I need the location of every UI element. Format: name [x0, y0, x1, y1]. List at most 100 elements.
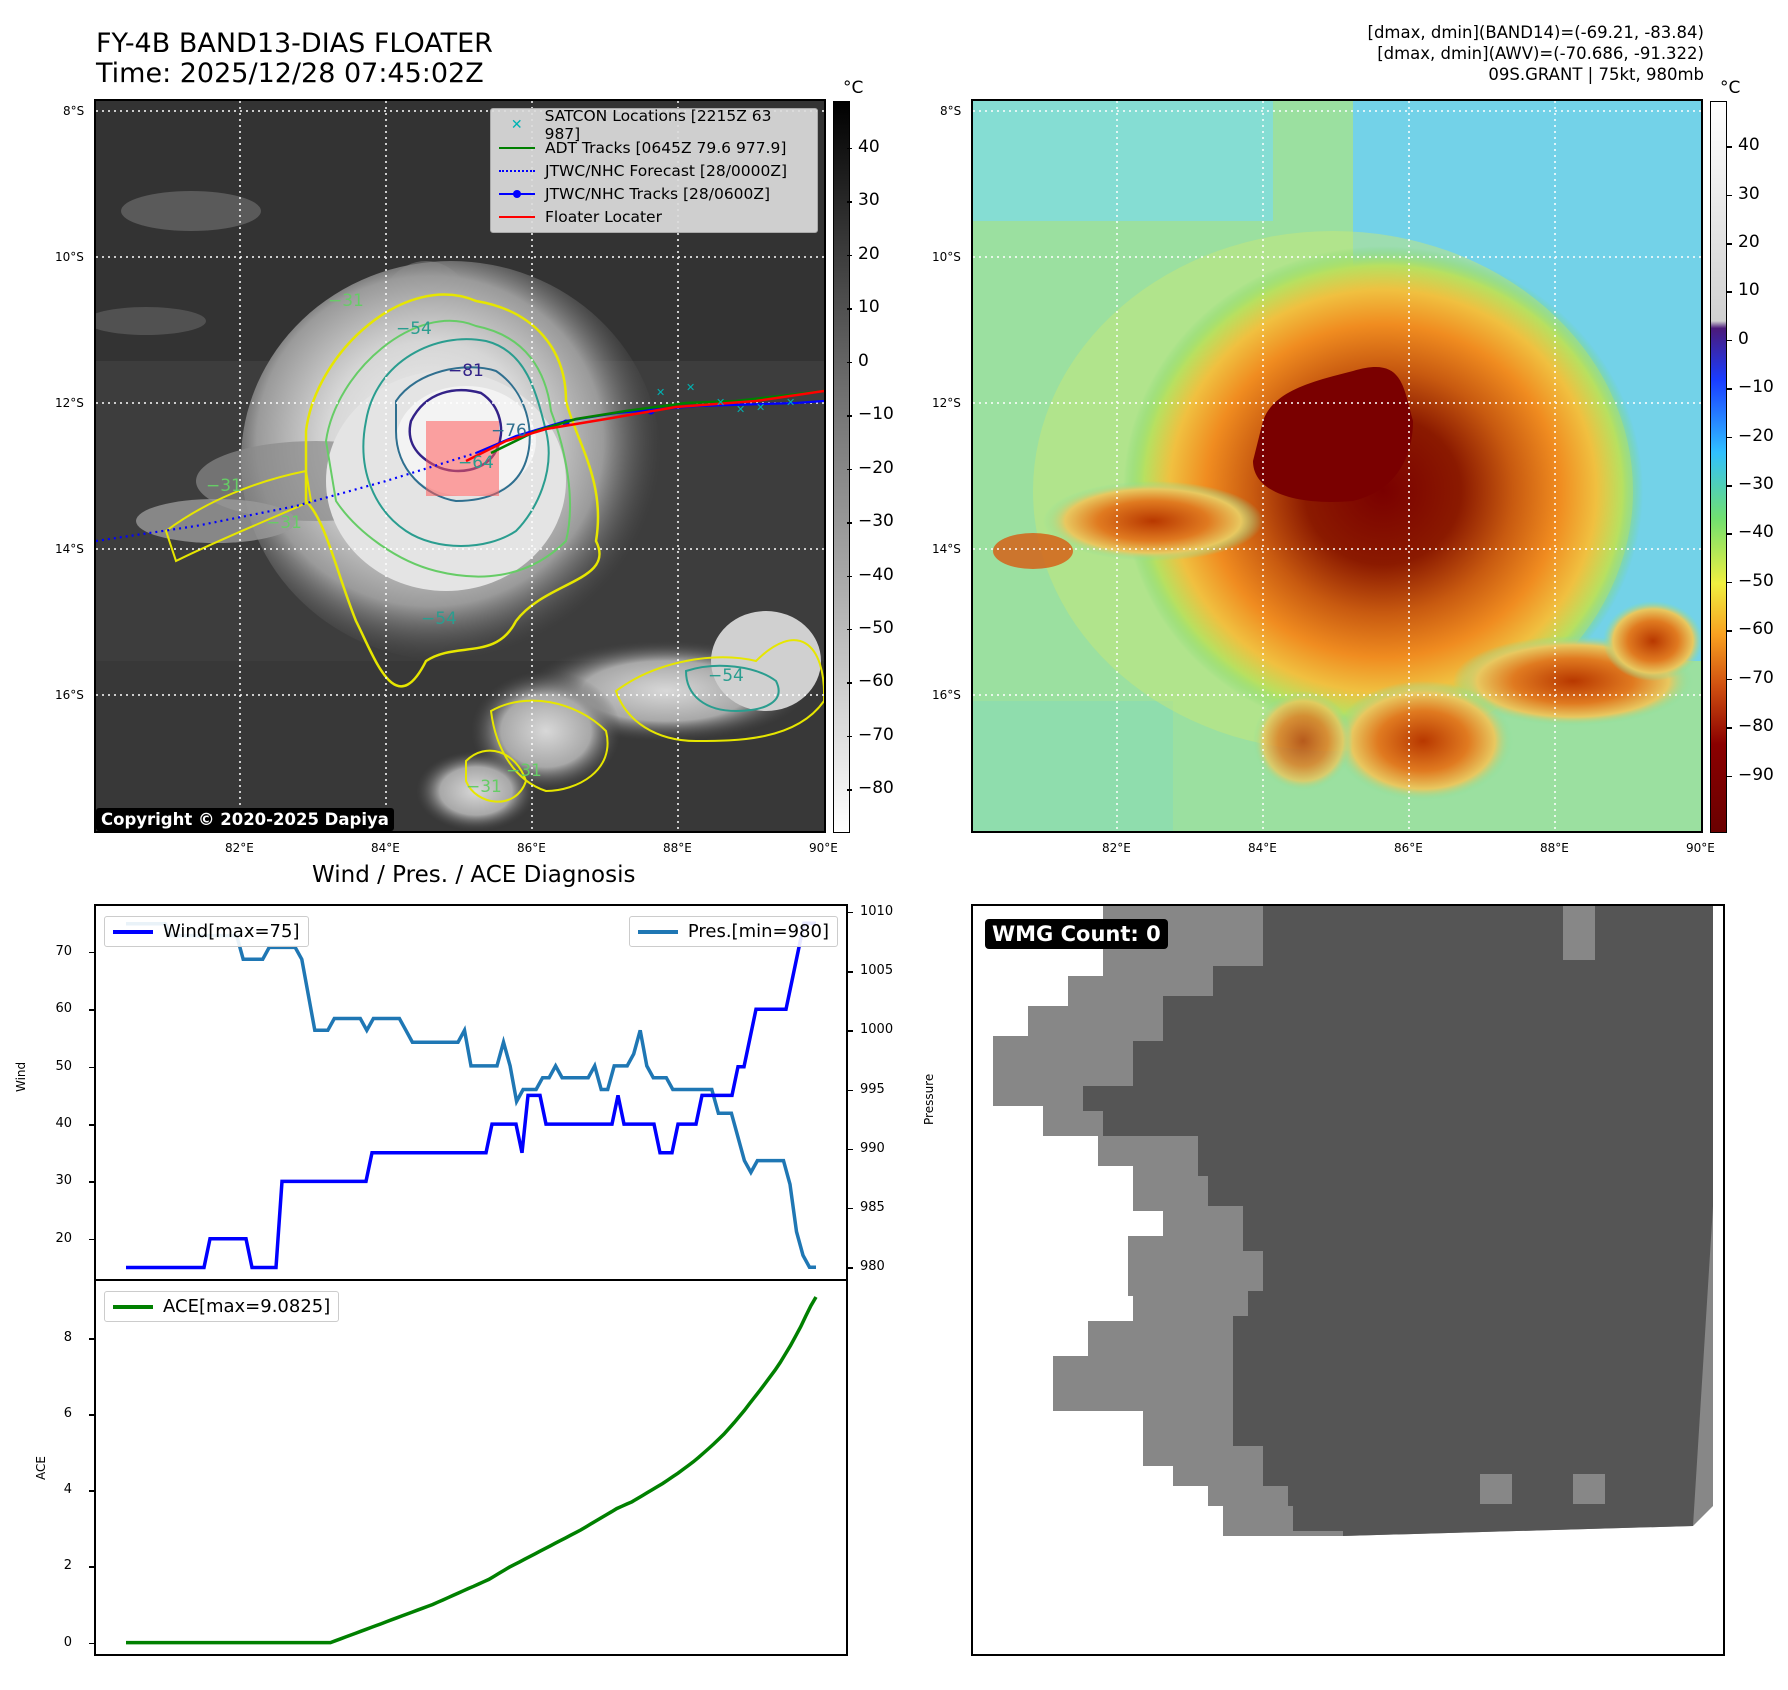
lat-label: 16°S [932, 688, 961, 702]
legend-item-satcon: ✕ SATCON Locations [2215Z 63 987] [499, 107, 809, 143]
y-tick-mark [89, 1566, 94, 1568]
y-tick-label: 70 [55, 943, 72, 959]
enhanced-colorbar-unit: °C [1720, 78, 1741, 98]
y-tick-label: 0 [63, 1634, 72, 1650]
legend-label: Floater Locater [545, 207, 662, 226]
ace-axis-label: ACE [34, 1456, 48, 1480]
colorbar-tick: 40 [858, 136, 880, 157]
colorbar-tick-mark [1727, 630, 1732, 632]
colorbar-tick-mark [1727, 339, 1732, 342]
legend-item-forecast: JTWC/NHC Forecast [28/0000Z] [499, 159, 809, 182]
wmg-image [993, 906, 1713, 1536]
colorbar-tick-mark [1727, 146, 1732, 148]
lat-label: 8°S [63, 104, 85, 118]
legend-label: JTWC/NHC Tracks [28/0600Z] [545, 184, 771, 203]
legend-item-tracks: JTWC/NHC Tracks [28/0600Z] [499, 182, 809, 205]
y-tick-label: 30 [55, 1173, 72, 1189]
colorbar-tick: 20 [858, 243, 880, 264]
lon-label: 82°E [1102, 841, 1131, 855]
y-tick-mark [848, 1148, 853, 1151]
y-tick-label: 8 [63, 1330, 72, 1346]
ir-colorbar [833, 101, 850, 833]
y-tick-label: 990 [860, 1140, 885, 1156]
lat-label: 12°S [55, 396, 84, 410]
y-tick-mark [89, 1490, 94, 1492]
y-tick-mark [89, 951, 94, 954]
enhanced-colorbar [1710, 101, 1727, 833]
colorbar-tick: 20 [1738, 232, 1760, 253]
colorbar-tick: 10 [1738, 280, 1760, 301]
y-tick-label: 6 [63, 1406, 72, 1422]
legend-item-adt: ADT Tracks [0645Z 79.6 977.9] [499, 136, 809, 159]
lat-label: 10°S [55, 250, 84, 264]
colorbar-tick-mark [1727, 194, 1732, 197]
y-tick-mark [89, 1066, 94, 1069]
legend-label: ADT Tracks [0645Z 79.6 977.9] [545, 138, 787, 157]
map-legend: ✕ SATCON Locations [2215Z 63 987] ADT Tr… [490, 107, 818, 233]
colorbar-tick: −20 [858, 457, 894, 478]
colorbar-tick: 10 [858, 297, 880, 318]
lon-label: 88°E [663, 841, 692, 855]
y-tick-label: 995 [860, 1081, 885, 1097]
colorbar-tick: −60 [1738, 619, 1774, 640]
storm-info-text: 09S.GRANT | 75kt, 980mb [1488, 65, 1704, 84]
svg-text:✕: ✕ [716, 396, 725, 409]
colorbar-tick-mark [847, 201, 852, 203]
contour-label: −76 [491, 421, 527, 441]
enhanced-map-image [973, 101, 1701, 831]
svg-text:✕: ✕ [736, 403, 745, 416]
y-tick-label: 985 [860, 1199, 885, 1215]
colorbar-tick-mark [1727, 678, 1732, 681]
diagnosis-title: Wind / Pres. / ACE Diagnosis [312, 862, 636, 888]
y-tick-label: 40 [55, 1116, 72, 1132]
lat-label: 8°S [940, 104, 962, 118]
colorbar-tick-mark [847, 361, 852, 364]
ace-plot [126, 1296, 818, 1645]
colorbar-tick: −10 [1738, 377, 1774, 398]
colorbar-tick-mark [1727, 291, 1732, 293]
svg-text:✕: ✕ [686, 381, 695, 394]
colorbar-tick: 30 [1738, 183, 1760, 204]
wind-legend-label: Wind[max=75] [163, 921, 300, 942]
lon-label: 84°E [371, 841, 400, 855]
pressure-legend-line-icon [637, 929, 678, 934]
colorbar-tick: −70 [1738, 667, 1774, 688]
ace-panel: ACE[max=9.0825] [94, 1279, 848, 1656]
colorbar-tick-mark [1727, 485, 1732, 487]
legend-label: JTWC/NHC Forecast [28/0000Z] [545, 161, 788, 180]
colorbar-tick-mark [847, 254, 852, 257]
y-tick-mark [848, 911, 853, 914]
contour-label: −54 [396, 319, 432, 339]
legend-label: SATCON Locations [2215Z 63 987] [544, 106, 772, 143]
pressure-legend-label: Pres.[min=980] [687, 921, 829, 942]
colorbar-tick-mark [847, 415, 852, 417]
colorbar-tick: −20 [1738, 425, 1774, 446]
pressure-axis-label: Pressure [922, 1073, 936, 1125]
lon-label: 90°E [809, 841, 838, 855]
lat-label: 12°S [932, 396, 961, 410]
lon-label: 86°E [1394, 841, 1423, 855]
y-tick-mark [89, 1181, 94, 1183]
lon-label: 84°E [1248, 841, 1277, 855]
colorbar-tick: −30 [1738, 474, 1774, 495]
colorbar-tick: −70 [858, 724, 894, 745]
y-tick-mark [89, 1009, 94, 1011]
colorbar-tick-mark [847, 628, 852, 631]
y-tick-label: 50 [55, 1058, 72, 1074]
colorbar-tick: 30 [858, 190, 880, 211]
colorbar-tick-mark [847, 308, 852, 310]
colorbar-tick-mark [1727, 775, 1732, 778]
y-tick-mark [89, 1238, 94, 1241]
colorbar-tick-mark [1727, 581, 1732, 584]
colorbar-tick-mark [847, 468, 852, 471]
band14-range-text: [dmax, dmin](BAND14)=(-69.21, -83.84) [1367, 23, 1704, 42]
legend-item-floater: Floater Locater [499, 205, 809, 228]
colorbar-tick-mark [847, 735, 852, 738]
colorbar-tick: −60 [858, 671, 894, 692]
ace-line [126, 1296, 818, 1645]
y-tick-label: 1000 [860, 1022, 894, 1038]
adt-line-icon [499, 142, 535, 154]
lat-label: 16°S [55, 688, 84, 702]
satcon-marker-icon: ✕ [510, 116, 523, 133]
wmg-panel: WMG Count: 0 [971, 904, 1725, 1656]
